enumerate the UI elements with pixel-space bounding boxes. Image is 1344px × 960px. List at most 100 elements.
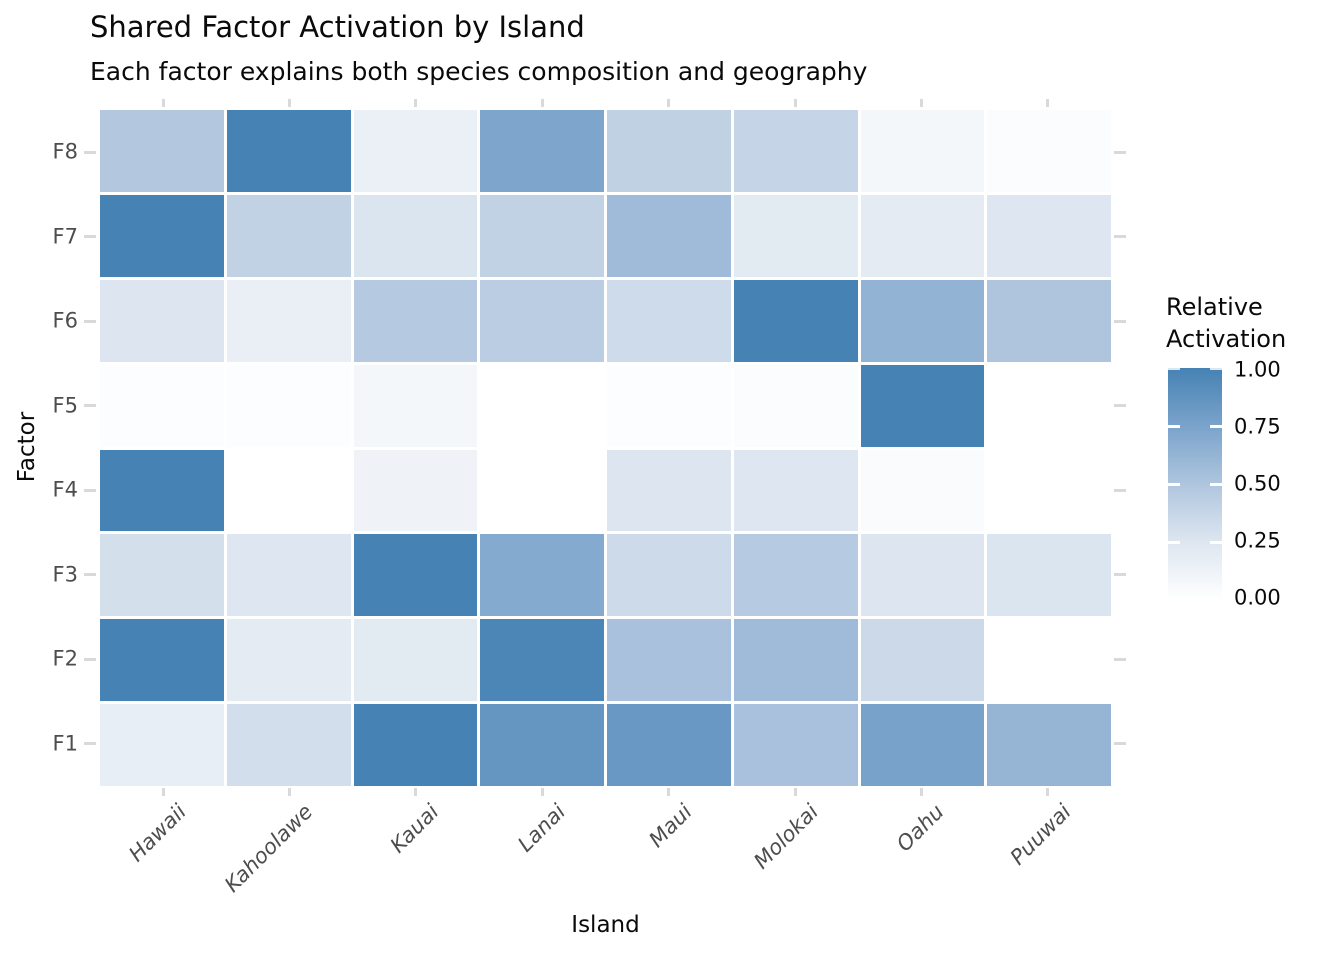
heatmap-panel bbox=[100, 110, 1111, 786]
heatmap-cell-f8-maui bbox=[607, 110, 731, 192]
x-tick-label-hawaii: Hawaii bbox=[124, 799, 191, 867]
x-tick-label-kahoolawe: Kahoolawe bbox=[219, 799, 318, 897]
y-tick-mark-right bbox=[1114, 488, 1126, 492]
y-tick-mark-right bbox=[1114, 319, 1126, 323]
x-tick-mark-top bbox=[1046, 99, 1050, 107]
legend-tick-label-1-00: 1.00 bbox=[1234, 357, 1281, 382]
heatmap-cell-f4-puuwai bbox=[987, 449, 1111, 532]
heatmap-cell-f6-maui bbox=[607, 279, 731, 362]
x-tick-mark-top bbox=[161, 99, 165, 107]
heatmap-cell-f6-kauai bbox=[353, 279, 478, 362]
heatmap-cell-f6-hawaii bbox=[100, 279, 224, 362]
y-tick-label-f2: F2 bbox=[52, 646, 78, 671]
heatmap-cell-f4-molokai bbox=[733, 449, 858, 532]
heatmap-cell-f5-maui bbox=[607, 364, 731, 447]
y-tick-mark-left bbox=[84, 150, 96, 154]
heatmap-cell-f2-lanai bbox=[480, 619, 604, 702]
heatmap-cell-f5-oahu bbox=[860, 364, 985, 447]
heatmap-cell-f4-kahoolawe bbox=[226, 449, 351, 532]
y-tick-label-f1: F1 bbox=[52, 731, 78, 756]
x-tick-mark-bottom bbox=[919, 788, 923, 796]
y-tick-mark-right bbox=[1114, 235, 1126, 239]
heatmap-cell-f6-oahu bbox=[860, 279, 985, 362]
y-tick-mark-right bbox=[1114, 657, 1126, 661]
heatmap-cell-f8-hawaii bbox=[100, 110, 224, 192]
heatmap-cell-f3-molokai bbox=[733, 534, 858, 617]
y-tick-mark-left bbox=[84, 404, 96, 408]
legend-colorbar-tick bbox=[1168, 482, 1180, 486]
legend-colorbar-tick bbox=[1168, 540, 1180, 544]
y-axis-title: Factor bbox=[14, 411, 40, 483]
heatmap-cell-f7-lanai bbox=[480, 194, 604, 277]
y-tick-mark-right bbox=[1114, 742, 1126, 746]
heatmap-cell-f3-lanai bbox=[480, 534, 604, 617]
heatmap-cell-f7-kahoolawe bbox=[226, 194, 351, 277]
x-tick-mark-bottom bbox=[667, 788, 671, 796]
heatmap-cell-f5-puuwai bbox=[987, 364, 1111, 447]
y-tick-mark-right bbox=[1114, 404, 1126, 408]
heatmap-cell-f2-maui bbox=[607, 619, 731, 702]
heatmap-cell-f5-kahoolawe bbox=[226, 364, 351, 447]
x-tick-label-molokai: Molokai bbox=[748, 799, 823, 874]
x-tick-mark-top bbox=[540, 99, 544, 107]
y-tick-mark-left bbox=[84, 319, 96, 323]
x-tick-mark-top bbox=[414, 99, 418, 107]
heatmap-cell-f4-hawaii bbox=[100, 449, 224, 532]
heatmap-cell-f2-kahoolawe bbox=[226, 619, 351, 702]
legend-title: Relative Activation bbox=[1166, 293, 1287, 353]
heatmap-cell-f2-puuwai bbox=[987, 619, 1111, 702]
heatmap-cell-f2-hawaii bbox=[100, 619, 224, 702]
y-tick-label-f5: F5 bbox=[52, 393, 78, 418]
heatmap-cell-f7-kauai bbox=[353, 194, 478, 277]
y-tick-mark-left bbox=[84, 573, 96, 577]
y-tick-mark-left bbox=[84, 742, 96, 746]
legend-colorbar-tick bbox=[1210, 540, 1222, 544]
y-tick-label-f3: F3 bbox=[52, 562, 78, 587]
heatmap-cell-f6-lanai bbox=[480, 279, 604, 362]
heatmap-cell-f4-kauai bbox=[353, 449, 478, 532]
heatmap-cell-f1-puuwai bbox=[987, 704, 1111, 786]
y-tick-mark-left bbox=[84, 488, 96, 492]
x-tick-mark-bottom bbox=[161, 788, 165, 796]
y-tick-label-f6: F6 bbox=[52, 308, 78, 333]
heatmap-cell-f8-molokai bbox=[733, 110, 858, 192]
heatmap-cell-f1-kauai bbox=[353, 704, 478, 786]
legend-colorbar-tick bbox=[1168, 367, 1180, 371]
x-tick-mark-bottom bbox=[540, 788, 544, 796]
legend-colorbar-tick bbox=[1210, 482, 1222, 486]
heatmap-cell-f3-hawaii bbox=[100, 534, 224, 617]
x-tick-mark-top bbox=[667, 99, 671, 107]
legend-tick-label-0-25: 0.25 bbox=[1234, 528, 1281, 553]
legend-colorbar-tick bbox=[1210, 367, 1222, 371]
heatmap-cell-f7-oahu bbox=[860, 194, 985, 277]
heatmap-cell-f5-lanai bbox=[480, 364, 604, 447]
legend-colorbar-tick bbox=[1210, 424, 1222, 428]
heatmap-cell-f8-kauai bbox=[353, 110, 478, 192]
x-tick-mark-bottom bbox=[288, 788, 292, 796]
x-tick-label-lanai: Lanai bbox=[512, 799, 570, 857]
legend-tick-label-0-75: 0.75 bbox=[1234, 414, 1281, 439]
y-tick-mark-right bbox=[1114, 150, 1126, 154]
heatmap-cell-f1-lanai bbox=[480, 704, 604, 786]
heatmap-cell-f2-kauai bbox=[353, 619, 478, 702]
heatmap-cell-f4-oahu bbox=[860, 449, 985, 532]
x-tick-label-oahu: Oahu bbox=[892, 799, 949, 857]
x-tick-mark-bottom bbox=[1046, 788, 1050, 796]
x-tick-label-puuwai: Puuwai bbox=[1005, 799, 1076, 870]
x-tick-label-kauai: Kauai bbox=[385, 799, 444, 858]
x-tick-mark-bottom bbox=[414, 788, 418, 796]
heatmap-cell-f1-oahu bbox=[860, 704, 985, 786]
y-tick-label-f7: F7 bbox=[52, 224, 78, 249]
heatmap-cell-f8-lanai bbox=[480, 110, 604, 192]
heatmap-cell-f2-molokai bbox=[733, 619, 858, 702]
heatmap-cell-f3-maui bbox=[607, 534, 731, 617]
heatmap-cell-f1-kahoolawe bbox=[226, 704, 351, 786]
x-tick-mark-bottom bbox=[793, 788, 797, 796]
x-axis-title: Island bbox=[571, 912, 640, 938]
heatmap-cell-f3-kahoolawe bbox=[226, 534, 351, 617]
x-tick-mark-top bbox=[793, 99, 797, 107]
heatmap-cell-f6-molokai bbox=[733, 279, 858, 362]
y-tick-label-f8: F8 bbox=[52, 139, 78, 164]
heatmap-cell-f8-oahu bbox=[860, 110, 985, 192]
